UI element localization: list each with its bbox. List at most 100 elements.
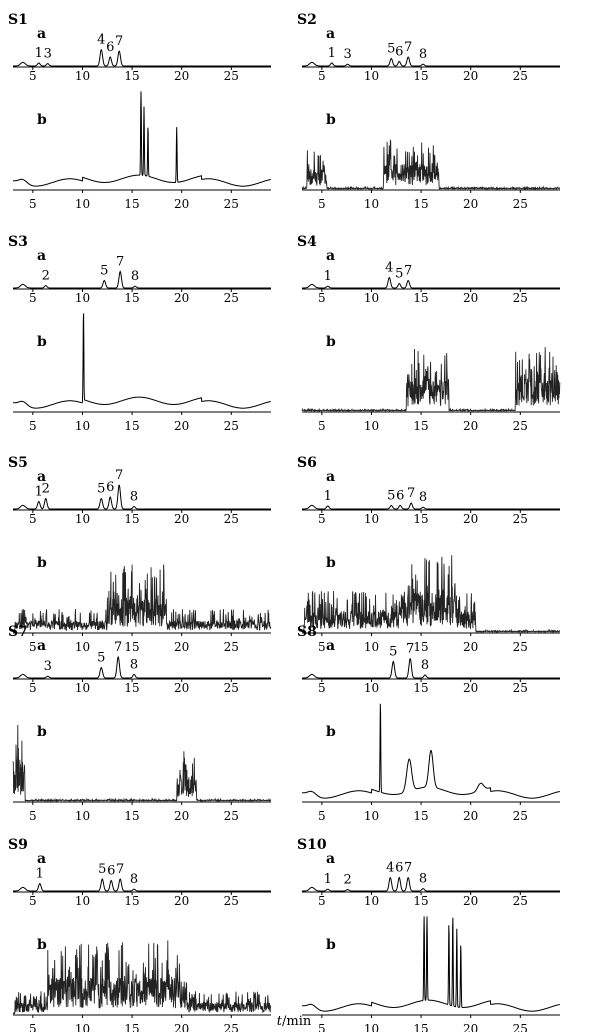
trace-b-tick-label: 5 xyxy=(29,640,37,654)
sample-name: S10 xyxy=(297,837,327,853)
trace-a-tick-label: 10 xyxy=(75,69,90,83)
trace-a-tick-label: 25 xyxy=(224,894,239,908)
trace-a-tick-label: 25 xyxy=(224,681,239,695)
peak-label: 1 xyxy=(324,872,332,887)
trace-b-label: b xyxy=(37,334,47,350)
trace-b-tick-label: 15 xyxy=(124,640,139,654)
trace-a-tick-label: 5 xyxy=(318,894,326,908)
trace-a-tick-label: 25 xyxy=(224,69,239,83)
peak-label: 5 xyxy=(395,267,403,282)
trace-a-label: a xyxy=(37,248,46,264)
trace-b-tick-label: 25 xyxy=(224,419,239,433)
trace-b-label: b xyxy=(37,555,47,571)
peak-label: 5 xyxy=(387,488,395,503)
trace-b-tick-label: 20 xyxy=(463,640,478,654)
trace-a-tick-label: 15 xyxy=(413,512,428,526)
trace-b-line xyxy=(301,138,561,191)
trace-b-tick-label: 5 xyxy=(318,197,326,211)
trace-b-tick-label: 25 xyxy=(513,419,528,433)
trace-b-tick-label: 15 xyxy=(413,640,428,654)
trace-a-label: a xyxy=(326,851,335,867)
trace-a-tick-label: 25 xyxy=(513,291,528,305)
peak-label: 8 xyxy=(419,47,427,62)
trace-a-line xyxy=(13,49,271,67)
peak-label: 1 xyxy=(35,485,43,500)
trace-b-tick-label: 10 xyxy=(75,1022,90,1032)
trace-a-tick-label: 10 xyxy=(364,681,379,695)
sample-name: S5 xyxy=(8,455,28,471)
trace-b-tick-label: 5 xyxy=(318,640,326,654)
trace-a-tick-label: 20 xyxy=(174,291,189,305)
trace-b-tick-label: 15 xyxy=(124,197,139,211)
peak-label: 2 xyxy=(42,269,50,284)
peak-label: 7 xyxy=(116,255,124,270)
trace-a-tick-label: 25 xyxy=(513,512,528,526)
trace-a-tick-label: 25 xyxy=(513,69,528,83)
peak-label: 7 xyxy=(115,34,123,49)
trace-b-tick-label: 20 xyxy=(174,640,189,654)
peak-label: 6 xyxy=(395,45,403,60)
trace-a-tick-label: 20 xyxy=(463,291,478,305)
trace-a-tick-label: 25 xyxy=(224,512,239,526)
trace-b-line xyxy=(12,564,272,634)
trace-b-tick-label: 20 xyxy=(174,1022,189,1032)
trace-a-label: a xyxy=(37,851,46,867)
peak-label: 8 xyxy=(130,490,138,505)
trace-a-tick-label: 5 xyxy=(318,69,326,83)
trace-b-tick-label: 10 xyxy=(75,197,90,211)
trace-a-label: a xyxy=(326,638,335,654)
trace-b-tick-label: 20 xyxy=(463,809,478,823)
peak-label: 3 xyxy=(44,47,52,62)
trace-b-line xyxy=(12,91,271,187)
trace-a-tick-label: 25 xyxy=(224,291,239,305)
trace-a-label: a xyxy=(326,26,335,42)
peak-label: 1 xyxy=(324,489,332,504)
trace-a-tick-label: 5 xyxy=(29,512,37,526)
trace-a-tick-label: 10 xyxy=(364,69,379,83)
trace-a-tick-label: 20 xyxy=(174,512,189,526)
trace-a-tick-label: 15 xyxy=(413,681,428,695)
trace-a-label: a xyxy=(326,469,335,485)
trace-a-tick-label: 15 xyxy=(413,291,428,305)
trace-b-tick-label: 25 xyxy=(224,197,239,211)
trace-a-line xyxy=(13,878,271,892)
trace-b-tick-label: 15 xyxy=(413,419,428,433)
trace-a-line xyxy=(13,484,271,510)
x-axis-label: t/min xyxy=(277,1014,312,1029)
trace-a-tick-label: 10 xyxy=(75,894,90,908)
trace-a-tick-label: 5 xyxy=(318,681,326,695)
trace-a-tick-label: 5 xyxy=(29,681,37,695)
trace-b-tick-label: 5 xyxy=(29,1022,37,1032)
trace-b-tick-label: 15 xyxy=(413,1022,428,1032)
peak-label: 7 xyxy=(115,468,123,483)
trace-b-tick-label: 20 xyxy=(174,197,189,211)
trace-a-tick-label: 15 xyxy=(124,894,139,908)
trace-a-tick-label: 20 xyxy=(463,512,478,526)
trace-b-tick-label: 15 xyxy=(413,809,428,823)
peak-label: 8 xyxy=(131,269,139,284)
trace-a-label: a xyxy=(326,248,335,264)
trace-b-tick-label: 5 xyxy=(29,197,37,211)
trace-b-tick-label: 25 xyxy=(513,197,528,211)
trace-b-tick-label: 10 xyxy=(75,809,90,823)
trace-b-label: b xyxy=(326,334,336,350)
trace-a-label: a xyxy=(37,469,46,485)
trace-b-line xyxy=(301,347,561,413)
trace-a-tick-label: 20 xyxy=(463,894,478,908)
peak-label: 5 xyxy=(387,42,395,57)
trace-b-tick-label: 15 xyxy=(124,1022,139,1032)
trace-b-line xyxy=(301,916,560,1012)
peak-label: 7 xyxy=(406,642,414,657)
trace-a-tick-label: 15 xyxy=(413,69,428,83)
peak-label: 8 xyxy=(419,490,427,505)
peak-label: 1 xyxy=(328,46,336,61)
trace-a-line xyxy=(302,502,560,510)
trace-b-tick-label: 20 xyxy=(463,197,478,211)
trace-b-label: b xyxy=(37,937,47,953)
trace-b-tick-label: 25 xyxy=(224,1022,239,1032)
trace-a-tick-label: 10 xyxy=(75,291,90,305)
peak-label: 5 xyxy=(97,651,105,666)
peak-label: 5 xyxy=(97,482,105,497)
peak-label: 4 xyxy=(386,861,394,876)
trace-a-line xyxy=(13,270,271,289)
